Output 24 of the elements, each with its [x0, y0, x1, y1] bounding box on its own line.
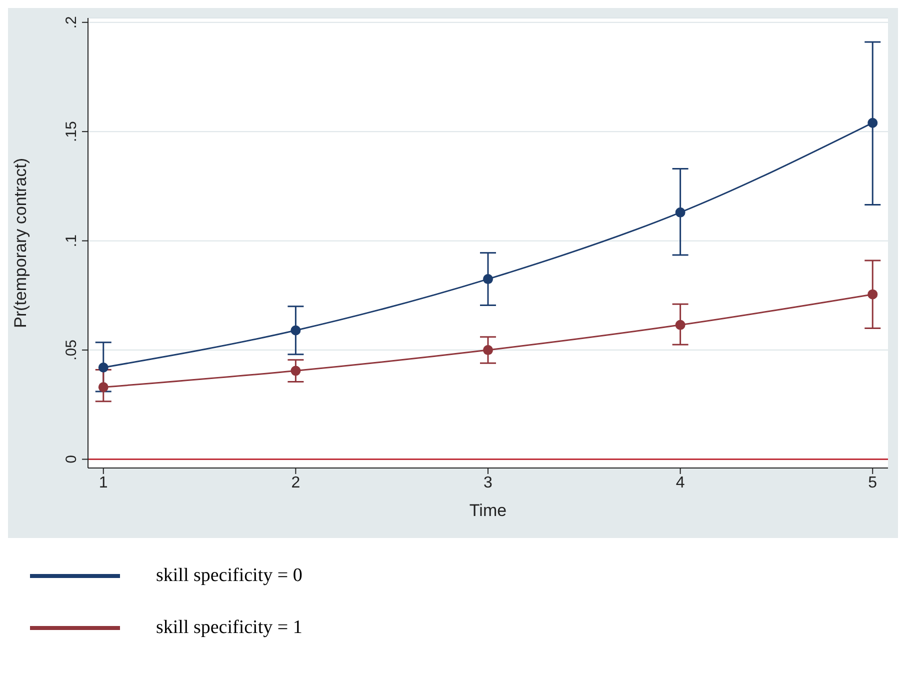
point — [290, 366, 301, 376]
point — [290, 325, 301, 336]
y-tick-label: .05 — [63, 340, 80, 360]
x-tick-label: 3 — [484, 474, 493, 492]
point — [483, 345, 493, 356]
x-tick-label: 5 — [868, 474, 878, 492]
y-tick-label: .15 — [63, 121, 80, 142]
y-tick-label: .1 — [63, 234, 80, 248]
point — [675, 207, 686, 218]
y-tick-label: 0 — [63, 455, 80, 464]
x-tick-label: 4 — [676, 474, 685, 492]
point — [98, 382, 108, 392]
y-tick-label: .2 — [63, 16, 80, 29]
y-axis-title: Pr(temporary contract) — [11, 158, 30, 328]
point — [675, 320, 686, 330]
x-tick-label: 2 — [291, 474, 300, 492]
point — [483, 274, 493, 284]
point — [868, 118, 878, 128]
x-axis-title: Time — [469, 501, 507, 520]
legend-label: skill specificity = 1 — [156, 617, 302, 639]
point — [98, 362, 108, 373]
x-tick-label: 1 — [98, 474, 108, 492]
legend-label: skill specificity = 0 — [156, 565, 302, 587]
point — [868, 289, 878, 300]
